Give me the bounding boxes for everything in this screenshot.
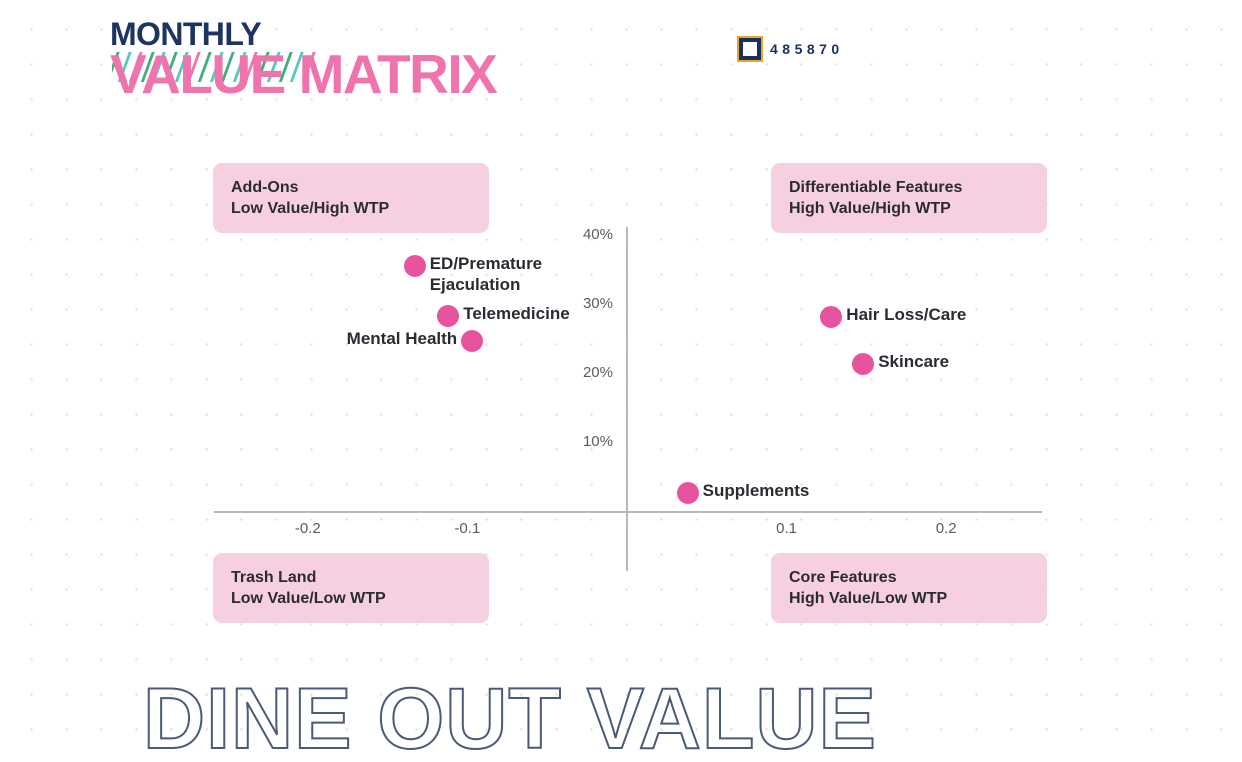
data-point-label: ED/Premature Ejaculation xyxy=(429,254,543,295)
quadrant-title: Trash Land xyxy=(231,569,317,586)
data-point-marker[interactable] xyxy=(437,305,460,328)
data-point-marker[interactable] xyxy=(852,352,875,375)
quadrant-title: Core Features xyxy=(789,569,897,586)
footer-outline-text: DINE OUT VALUE xyxy=(142,671,877,762)
quadrant-subtitle: Low Value/Low WTP xyxy=(231,590,386,608)
data-point-marker[interactable] xyxy=(403,255,426,278)
title-monthly: MONTHLY xyxy=(110,16,262,52)
x-tick-label: -0.1 xyxy=(454,520,481,537)
quadrant-subtitle: Low Value/High WTP xyxy=(231,200,390,218)
code-badge: 485870 xyxy=(737,36,844,62)
quadrant-subtitle: High Value/Low WTP xyxy=(789,590,948,608)
data-point-marker[interactable] xyxy=(676,481,699,504)
data-point-label: Supplements xyxy=(702,480,810,500)
title-block: MONTHLY VALUE MATRIX xyxy=(110,16,498,105)
quadrant-title: Differentiable Features xyxy=(789,179,963,196)
quadrant-label-bottom-right: Core Features High Value/Low WTP xyxy=(771,553,1047,624)
data-point-label: Hair Loss/Care xyxy=(846,304,967,324)
quadrant-label-top-right: Differentiable Features High Value/High … xyxy=(771,163,1047,234)
data-point-label: Skincare xyxy=(878,351,950,371)
x-tick-label: 0.1 xyxy=(776,520,798,537)
data-point-label: Telemedicine xyxy=(463,304,570,324)
data-point-marker[interactable] xyxy=(461,329,484,352)
square-badge-icon xyxy=(737,36,763,62)
x-axis xyxy=(214,511,1042,513)
y-tick-label: 20% xyxy=(582,364,613,381)
data-point-label: Mental Health xyxy=(346,328,458,348)
code-badge-value: 485870 xyxy=(770,41,844,57)
title-main-wrap: VALUE MATRIX xyxy=(110,43,498,105)
quadrant-title: Add-Ons xyxy=(231,179,299,196)
y-tick-label: 40% xyxy=(582,226,613,243)
y-tick-label: 30% xyxy=(582,295,613,312)
data-point-marker[interactable] xyxy=(820,305,843,328)
x-tick-label: -0.2 xyxy=(294,520,321,537)
page-title: VALUE MATRIX xyxy=(110,43,498,105)
header: MONTHLY VALUE MATRIX 485870 xyxy=(0,0,1242,120)
y-axis xyxy=(626,227,628,571)
quadrant-subtitle: High Value/High WTP xyxy=(789,200,951,218)
quadrant-label-bottom-left: Trash Land Low Value/Low WTP xyxy=(213,553,489,624)
y-tick-label: 10% xyxy=(582,433,613,450)
quadrant-label-top-left: Add-Ons Low Value/High WTP xyxy=(213,163,489,234)
x-tick-label: 0.2 xyxy=(935,520,957,537)
